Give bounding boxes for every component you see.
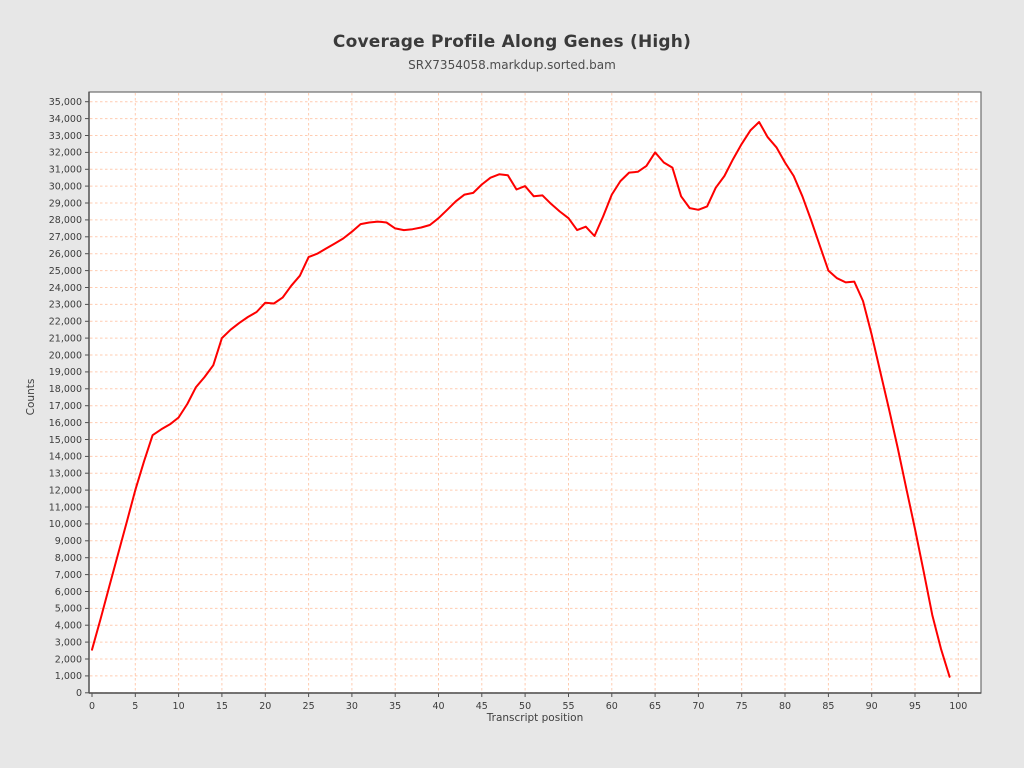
y-tick-label: 11,000	[49, 502, 82, 513]
y-tick-label: 5,000	[55, 604, 82, 615]
y-tick-label: 34,000	[49, 114, 82, 125]
x-tick-label: 100	[949, 701, 967, 712]
y-tick-label: 6,000	[55, 587, 82, 598]
coverage-series-line	[91, 121, 951, 678]
y-tick-label: 33,000	[49, 131, 82, 142]
y-tick-label: 26,000	[49, 249, 82, 260]
x-tick-label: 55	[562, 701, 574, 712]
y-tick-label: 4,000	[55, 621, 82, 632]
y-tick-label: 24,000	[49, 283, 82, 294]
x-tick-label: 80	[779, 701, 791, 712]
gridlines	[90, 93, 980, 694]
y-tick-label: 28,000	[49, 215, 82, 226]
y-tick-label: 14,000	[49, 452, 82, 463]
y-tick-label: 8,000	[55, 553, 82, 564]
y-tick-label: 32,000	[49, 148, 82, 159]
x-tick-label: 0	[89, 701, 95, 712]
x-tick-label: 50	[519, 701, 531, 712]
x-tick-label: 20	[259, 701, 271, 712]
y-tick-label: 1,000	[55, 671, 82, 682]
y-tick-label: 22,000	[49, 317, 82, 328]
y-axis-title: Counts	[25, 379, 37, 416]
y-tick-label: 21,000	[49, 333, 82, 344]
tick-labels: 0 1,000 2,000 3,000 4,000 5,000 6,000 7,000 8,00…	[49, 97, 968, 712]
y-tick-label: 0	[76, 688, 82, 699]
x-tick-label: 90	[866, 701, 878, 712]
y-tick-label: 31,000	[49, 165, 82, 176]
y-tick-label: 25,000	[49, 266, 82, 277]
y-tick-label: 10,000	[49, 519, 82, 530]
x-tick-label: 45	[476, 701, 488, 712]
y-tick-label: 18,000	[49, 384, 82, 395]
y-tick-label: 2,000	[55, 654, 82, 665]
y-tick-label: 3,000	[55, 637, 82, 648]
y-tick-label: 17,000	[49, 401, 82, 412]
x-tick-label: 5	[132, 701, 138, 712]
x-tick-label: 95	[909, 701, 921, 712]
y-tick-label: 16,000	[49, 418, 82, 429]
y-tick-label: 12,000	[49, 485, 82, 496]
plot-area	[89, 92, 981, 693]
x-tick-label: 25	[303, 701, 315, 712]
y-tick-label: 29,000	[49, 198, 82, 209]
y-tick-label: 23,000	[49, 300, 82, 311]
y-tick-label: 19,000	[49, 367, 82, 378]
chart-title: Coverage Profile Along Genes (High)	[332, 32, 692, 52]
x-tick-label: 60	[606, 701, 618, 712]
x-axis-title: Transcript position	[486, 712, 583, 724]
x-tick-label: 15	[216, 701, 228, 712]
x-tick-label: 65	[649, 701, 661, 712]
x-tick-label: 75	[736, 701, 748, 712]
y-tick-label: 7,000	[55, 570, 82, 581]
y-tick-label: 15,000	[49, 435, 82, 446]
x-tick-label: 85	[822, 701, 834, 712]
x-tick-label: 40	[432, 701, 444, 712]
y-tick-label: 9,000	[55, 536, 82, 547]
x-tick-label: 70	[692, 701, 704, 712]
chart-subtitle: SRX7354058.markdup.sorted.bam	[408, 58, 616, 72]
x-tick-label: 30	[346, 701, 358, 712]
x-tick-label: 10	[173, 701, 185, 712]
y-tick-label: 35,000	[49, 97, 82, 108]
y-tick-label: 13,000	[49, 469, 82, 480]
y-tick-label: 20,000	[49, 350, 82, 361]
y-tick-label: 30,000	[49, 181, 82, 192]
y-tick-label: 27,000	[49, 232, 82, 243]
x-tick-label: 35	[389, 701, 401, 712]
